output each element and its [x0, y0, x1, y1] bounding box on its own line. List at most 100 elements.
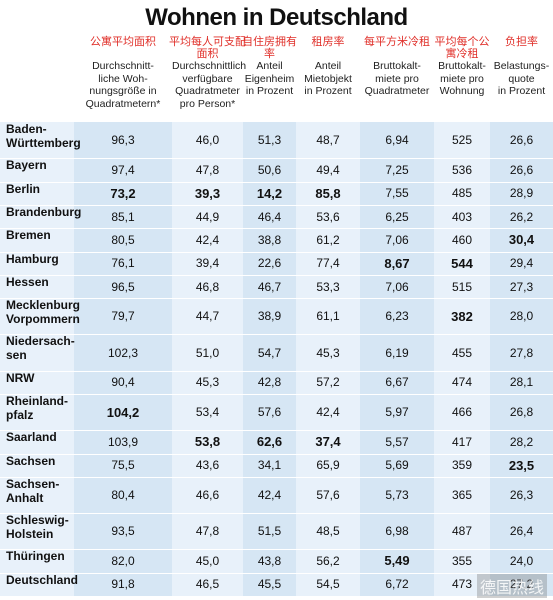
header-line: Mietobjekt [304, 72, 352, 85]
row-label-line: Thüringen [6, 549, 65, 564]
cell: 515 [451, 279, 473, 294]
cell: 47,8 [195, 162, 220, 177]
header-line: Anteil [256, 60, 283, 72]
cell: 80,5 [111, 232, 135, 247]
cell: 61,2 [316, 232, 340, 247]
cell: 27,3 [509, 279, 534, 294]
row-label-line: Rheinland- [6, 394, 68, 409]
row-separator [0, 476, 553, 478]
cell: 355 [451, 553, 473, 568]
header-line: quote [508, 72, 535, 85]
row-label-line: Holstein [6, 527, 54, 542]
cell: 45,3 [316, 345, 340, 360]
cell: 7,25 [385, 162, 409, 177]
row-separator [0, 572, 553, 574]
row-separator [0, 453, 553, 455]
cell: 96,5 [111, 279, 135, 294]
cell: 536 [451, 162, 473, 177]
cell: 75,5 [111, 458, 135, 473]
row-label: Schleswig- Holstein [0, 513, 74, 549]
row-label: Baden- Württemberg [0, 122, 81, 158]
cell: 403 [451, 209, 473, 224]
cell: 44,7 [195, 309, 220, 324]
cell: 26,6 [509, 133, 534, 148]
cell: 5,49 [384, 553, 410, 569]
cell: 80,4 [111, 488, 135, 502]
row-label: Sachsen [0, 454, 74, 477]
row-separator [0, 430, 553, 432]
cell: 73,2 [110, 185, 136, 201]
row-label: Bayern [0, 158, 74, 181]
cell: 53,6 [316, 209, 340, 224]
row-label-line: Anhalt [6, 490, 44, 505]
column-note: 平均每个公寓冷租 [434, 35, 490, 60]
cell: 50,6 [257, 162, 282, 177]
header-line: nungsgröße in [89, 85, 157, 97]
cell: 57,6 [316, 488, 340, 502]
cell: 6,23 [385, 309, 409, 324]
cell: 28,1 [509, 375, 534, 390]
cell: 5,57 [385, 434, 409, 449]
cell: 53,8 [194, 434, 221, 450]
cell: 43,6 [195, 458, 220, 473]
cell: 82,0 [111, 553, 135, 568]
cell: 544 [451, 255, 473, 271]
cell: 38,8 [257, 232, 282, 247]
row-label-line: Baden- [6, 122, 47, 136]
cell: 30,4 [508, 232, 535, 248]
row-label-line: Vorpommern [6, 312, 80, 327]
header-line: in Prozent [497, 85, 546, 97]
cell: 56,2 [316, 553, 340, 568]
row-separator [0, 513, 553, 515]
row-label-line: Hamburg [6, 251, 59, 266]
cell: 90,4 [111, 375, 135, 390]
column-note: 每平方米冷租 [364, 35, 430, 48]
cell: 46,6 [195, 488, 220, 502]
cell: 96,3 [111, 133, 135, 148]
cell: 6,98 [385, 524, 409, 539]
cell: 53,4 [195, 405, 220, 420]
header-line: pro Person* [179, 97, 236, 110]
row-label: Rheinland-pfalz [0, 394, 74, 430]
column-header: Anteil Eigenheim in Prozent [243, 60, 296, 98]
cell: 28,0 [509, 309, 534, 324]
row-separator [0, 204, 553, 206]
cell: 53,3 [316, 279, 340, 294]
header-line: Bruttokalt- [373, 60, 421, 72]
cell: 38,9 [257, 309, 282, 324]
row-label-line: pfalz [6, 408, 34, 423]
header-line: in Prozent [304, 85, 352, 97]
cell: 51,3 [257, 133, 282, 148]
row-label: Thüringen [0, 549, 74, 572]
column-header: Durchschnittlich verfügbare Quadratmeter pr… [172, 60, 246, 110]
cell: 382 [451, 308, 473, 324]
column-note: 租房率 [311, 35, 345, 48]
cell: 455 [451, 345, 473, 360]
cell: 6,67 [385, 375, 409, 390]
cell: 26,4 [509, 524, 534, 539]
row-separator [0, 370, 553, 372]
header-line: Quadratmeter [364, 85, 430, 97]
cell: 26,3 [509, 488, 534, 502]
column-background [74, 122, 172, 596]
header-line: Durchschnitt- [92, 60, 154, 72]
row-label: Niedersach-sen [0, 334, 75, 370]
row-label-line: Berlin [6, 181, 41, 196]
cell: 6,72 [385, 577, 409, 592]
row-label: Brandenburg [0, 205, 81, 228]
cell: 23,5 [508, 457, 535, 473]
cell: 77,4 [316, 256, 340, 271]
cell: 5,69 [385, 458, 409, 473]
cell: 97,4 [111, 162, 135, 177]
row-separator [0, 274, 553, 276]
cell: 43,8 [257, 553, 282, 568]
column-background [172, 122, 243, 596]
cell: 26,8 [509, 405, 534, 420]
column-background [296, 122, 360, 596]
cell: 46,4 [257, 209, 282, 224]
cell: 46,0 [195, 133, 220, 148]
cell: 39,4 [195, 256, 220, 271]
row-label-line: Deutschland [6, 572, 79, 587]
row-label-line: Sachsen- [6, 476, 60, 491]
